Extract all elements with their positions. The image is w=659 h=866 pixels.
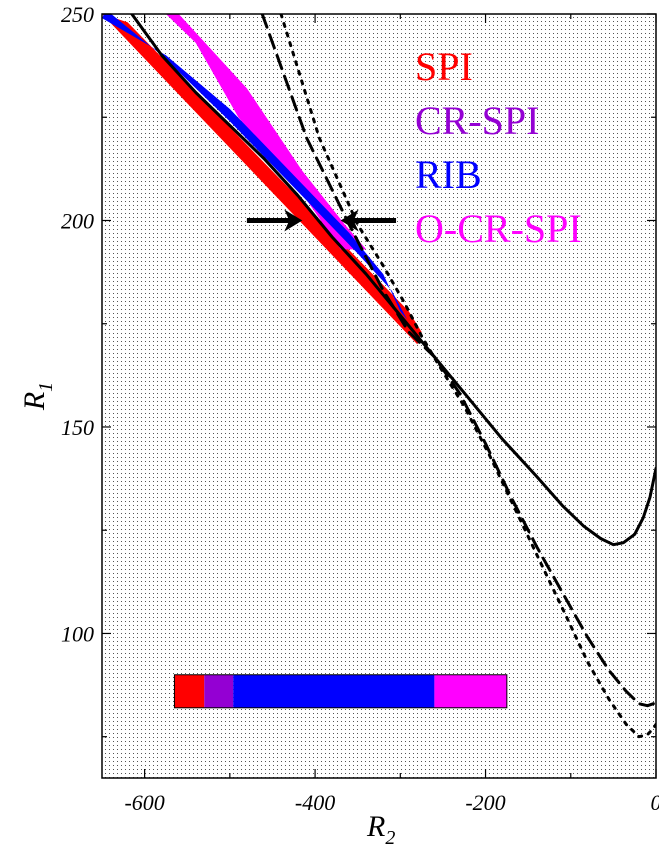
- colorbar-segment-2: [233, 674, 435, 708]
- x-axis-label: R2: [366, 810, 395, 849]
- series-line-dotted: [279, 14, 656, 739]
- colorbar-outline: [173, 674, 508, 709]
- x-tick-label: -200: [465, 790, 505, 815]
- y-tick-label: 250: [61, 2, 94, 27]
- annotation-arrow-1: [340, 209, 397, 232]
- legend-entry-0: SPI: [415, 44, 473, 89]
- y-axis-label: R1: [18, 382, 57, 411]
- x-tick-label: -600: [124, 790, 164, 815]
- y-tick-label: 200: [61, 208, 94, 233]
- colorbar-segment-0: [174, 674, 205, 708]
- x-axis-label-sub: 2: [385, 827, 395, 849]
- region-0: [102, 14, 422, 345]
- colorbar-segment-1: [204, 674, 234, 708]
- x-tick-label: -400: [295, 790, 335, 815]
- x-axis-label-main: R: [366, 810, 385, 843]
- stippled-background: [102, 14, 656, 778]
- legend-entry-1: CR-SPI: [415, 98, 540, 143]
- y-axis-label-sub: 1: [35, 382, 57, 392]
- legend-entry-3: O-CR-SPI: [415, 206, 582, 251]
- legend-entry-2: RIB: [415, 152, 482, 197]
- plot-frame: [101, 13, 657, 779]
- series-line-solid: [130, 14, 656, 547]
- colorbar-segment-3: [434, 674, 507, 708]
- y-tick-label: 150: [61, 415, 94, 440]
- y-tick-label: 100: [61, 621, 94, 646]
- series-line-dashed: [260, 14, 656, 708]
- y-axis-label-main: R: [18, 392, 51, 411]
- x-tick-label: 0: [651, 790, 659, 815]
- annotation-arrow-0: [246, 209, 303, 232]
